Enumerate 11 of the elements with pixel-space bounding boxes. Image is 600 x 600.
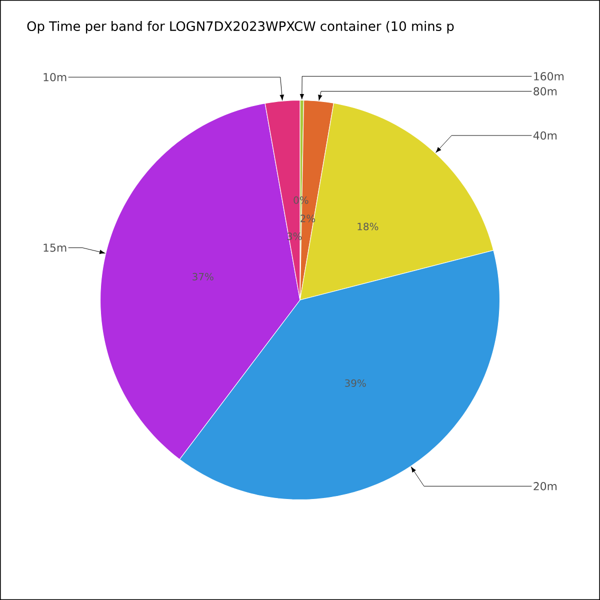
data-label: 0%: [294, 196, 308, 204]
data-label: 39%: [345, 379, 366, 387]
chart-title: Op Time per band for LOGN7DX2023WPXCW container (10 mins p: [27, 21, 454, 34]
slice-label: 10m: [44, 73, 66, 82]
slice-label: 20m: [534, 482, 557, 490]
slice-label: 40m: [533, 131, 557, 140]
data-label: 18%: [358, 222, 378, 230]
slice-label: 160m: [534, 72, 564, 80]
data-label: 37%: [192, 272, 214, 280]
slice-label: 15m: [44, 244, 66, 252]
slice-label: 80m: [534, 87, 557, 96]
